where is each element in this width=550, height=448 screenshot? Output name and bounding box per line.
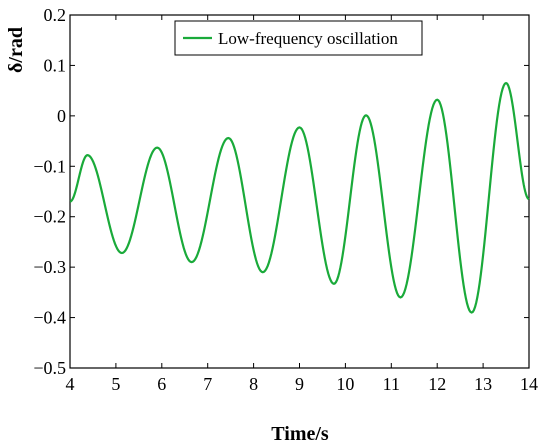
- x-tick-label: 8: [249, 374, 258, 394]
- series-line-low-frequency-oscillation: [69, 81, 530, 314]
- x-tick-label: 4: [66, 374, 75, 394]
- x-tick-label: 5: [111, 374, 120, 394]
- y-tick-label: −0.4: [33, 308, 66, 328]
- x-tick-label: 9: [295, 374, 304, 394]
- y-tick-label: 0.1: [44, 55, 67, 75]
- legend-box: [174, 20, 423, 56]
- y-axis-title: δ/rad: [5, 27, 27, 73]
- y-tick-label: −0.3: [33, 257, 66, 277]
- x-tick-label: 13: [474, 374, 492, 394]
- y-tick-label: −0.1: [33, 156, 66, 176]
- plot-area: [69, 14, 530, 369]
- x-tick-label: 6: [157, 374, 166, 394]
- x-tick-label: 14: [520, 374, 538, 394]
- y-tick-label: −0.5: [33, 358, 66, 378]
- y-tick-label: 0: [57, 106, 66, 126]
- x-axis-title: Time/s: [271, 423, 329, 445]
- x-tick-label: 7: [203, 374, 212, 394]
- x-tick-label: 10: [336, 374, 354, 394]
- y-tick-label: −0.2: [33, 207, 66, 227]
- legend-label: Low-frequency oscillation: [218, 29, 398, 48]
- axis-ticks: [69, 14, 530, 369]
- x-tick-label: 11: [383, 374, 400, 394]
- x-tick-label: 12: [428, 374, 446, 394]
- tick-labels: 4 5 6 7 8 9 10 11 12 13 14 0.2 0.1 0 −0.1 −0.2 −0.3 −0.4 −…: [33, 5, 538, 394]
- y-tick-label: 0.2: [44, 5, 67, 25]
- legend: Low-frequency oscillation: [174, 20, 423, 56]
